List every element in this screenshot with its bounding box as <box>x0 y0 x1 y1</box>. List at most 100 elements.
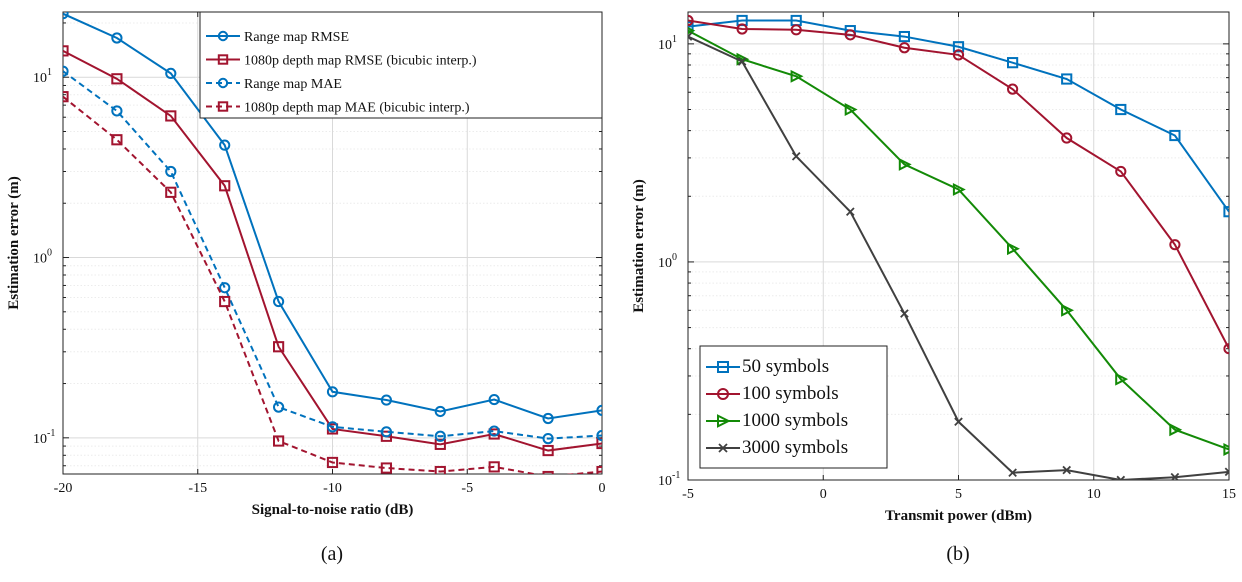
data-point <box>900 309 909 318</box>
legend-entry: Range map RMSE <box>244 30 349 45</box>
data-point <box>845 207 855 216</box>
x-tick-label: -10 <box>323 481 342 496</box>
legend-entry: 50 symbols <box>742 356 829 377</box>
legend-entry: 100 symbols <box>742 383 839 404</box>
data-point <box>273 435 285 447</box>
data-point <box>1223 206 1229 218</box>
y-tick-label: 101 <box>33 67 52 86</box>
data-point <box>1061 132 1073 144</box>
data-point <box>63 12 69 20</box>
chart-panel-a: -20 -15 -10 -5 0 10-1 100 101 Signal-to-noise ra… <box>6 11 606 518</box>
legend-marker <box>217 101 229 112</box>
data-point <box>165 110 177 122</box>
data-point <box>63 45 69 57</box>
data-point <box>737 57 747 66</box>
x-tick-label: 5 <box>955 487 962 502</box>
legend-box <box>199 11 603 119</box>
data-point <box>898 30 910 43</box>
data-point <box>542 412 554 425</box>
data-point <box>1115 103 1127 116</box>
data-point <box>844 103 858 116</box>
y-tick-label: 10-1 <box>658 470 680 489</box>
panel-a-caption: (a) <box>321 543 343 565</box>
data-point <box>1170 472 1180 480</box>
data-point <box>844 29 856 41</box>
data-point <box>790 24 802 36</box>
data-point <box>1061 303 1074 317</box>
x-axis-label: Signal-to-noise ratio (dB) <box>252 502 414 518</box>
series-line <box>688 19 1229 350</box>
data-point <box>434 438 446 450</box>
data-point <box>434 465 446 474</box>
data-point <box>380 462 392 474</box>
data-point <box>165 186 177 198</box>
data-point <box>952 41 965 53</box>
data-point <box>111 134 123 146</box>
y-tick-label: 10-1 <box>33 428 55 447</box>
data-point <box>1224 467 1229 477</box>
data-point <box>596 465 602 474</box>
data-point <box>791 152 801 161</box>
data-point <box>1062 465 1072 475</box>
series-50-symbols <box>688 14 1229 218</box>
legend-marker <box>718 443 728 453</box>
data-point <box>63 91 69 103</box>
data-point <box>596 404 602 416</box>
series-1080p-depth-map-mae-bicubic-interp- <box>63 91 602 474</box>
x-tick-label: 0 <box>599 481 606 496</box>
data-point <box>1008 468 1017 478</box>
series-range-map-rmse <box>63 12 602 425</box>
data-point <box>380 426 392 438</box>
x-tick-label: -5 <box>682 487 694 502</box>
chart-panel-b: -5 0 5 10 15 10-1 100 101 Transmit power (dBm) Es… <box>631 11 1236 524</box>
data-point <box>1115 165 1127 178</box>
data-point <box>434 430 446 442</box>
data-point <box>111 73 123 85</box>
legend-marker <box>217 30 229 42</box>
data-point <box>273 295 285 308</box>
x-tick-label: -15 <box>188 481 207 496</box>
legend-marker <box>217 77 229 89</box>
data-point <box>219 295 231 308</box>
data-point <box>688 32 693 41</box>
data-point <box>1007 83 1019 95</box>
data-point <box>596 429 602 442</box>
data-point <box>790 69 804 83</box>
series-1080p-depth-map-rmse-bicubic-interp- <box>63 45 602 457</box>
series-line <box>63 49 602 452</box>
data-point <box>380 430 392 442</box>
data-point <box>542 444 554 457</box>
data-point <box>165 67 177 79</box>
y-tick-label: 100 <box>658 252 677 271</box>
y-axis-label: Estimation error (m) <box>6 176 22 310</box>
data-point <box>219 282 231 294</box>
series-line <box>63 95 602 474</box>
data-point <box>736 23 748 35</box>
data-point <box>952 182 966 196</box>
data-point <box>326 386 339 398</box>
legend-marker <box>217 54 229 65</box>
data-point <box>542 433 554 445</box>
data-point <box>1223 343 1229 355</box>
data-point <box>165 165 177 178</box>
data-point <box>1116 475 1126 480</box>
x-tick-label: 0 <box>820 487 827 502</box>
x-tick-label: -5 <box>461 481 473 496</box>
x-tick-label: 15 <box>1222 487 1236 502</box>
data-point <box>688 26 696 35</box>
y-tick-label: 101 <box>658 34 677 53</box>
data-point <box>898 157 912 171</box>
data-point <box>488 393 500 406</box>
series-line <box>688 29 1229 451</box>
legend-entry: 3000 symbols <box>742 437 848 458</box>
data-point <box>111 32 123 44</box>
x-tick-label: 10 <box>1087 487 1101 502</box>
data-point <box>111 105 123 117</box>
legend-marker <box>717 361 729 373</box>
data-point <box>954 417 963 427</box>
legend: 50 symbols 100 symbols 1000 symbols 3000 sy… <box>699 345 888 469</box>
legend-marker <box>717 414 731 428</box>
data-point <box>542 470 554 474</box>
data-point <box>273 341 285 353</box>
